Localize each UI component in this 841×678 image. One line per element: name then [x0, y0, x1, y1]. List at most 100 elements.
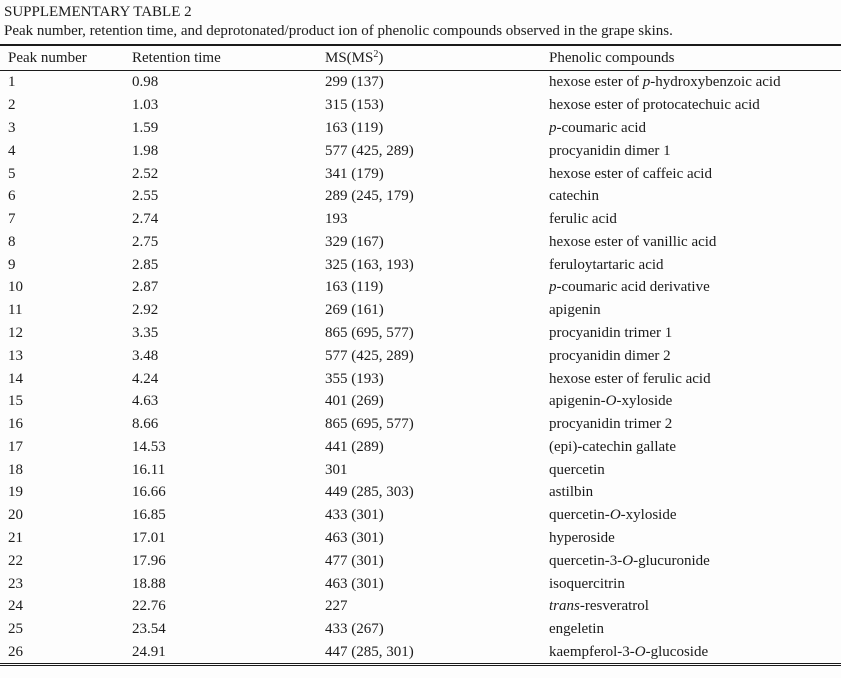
table-row: 19 16.66 449 (285, 303) astilbin	[0, 481, 841, 504]
cell-ms: 441 (289)	[325, 438, 384, 455]
cell-peak-number: 22	[8, 552, 23, 569]
cell-ms: 227	[325, 598, 348, 615]
cell-phenolic-compound: ferulic acid	[549, 211, 617, 228]
table-row: 6 2.55 289 (245, 179) catechin	[0, 185, 841, 208]
table-row: 14 4.24 355 (193) hexose ester of ferulic a…	[0, 367, 841, 390]
cell-peak-number: 2	[8, 97, 16, 114]
cell-retention-time: 2.85	[132, 256, 159, 273]
cell-retention-time: 1.59	[132, 119, 159, 136]
cell-retention-time: 2.55	[132, 188, 159, 205]
cell-phenolic-compound: hexose ester of p-hydroxybenzoic acid	[549, 74, 781, 91]
cell-ms: 163 (119)	[325, 279, 384, 296]
cell-phenolic-compound: procyanidin trimer 2	[549, 416, 673, 433]
cell-peak-number: 9	[8, 256, 16, 273]
cell-ms: 447 (285, 301)	[325, 643, 414, 660]
table-title: SUPPLEMENTARY TABLE 2	[4, 4, 192, 20]
cell-retention-time: 2.92	[132, 302, 159, 319]
cell-peak-number: 8	[8, 233, 16, 250]
cell-ms: 299 (137)	[325, 74, 384, 91]
cell-phenolic-compound: procyanidin dimer 1	[549, 142, 671, 159]
cell-phenolic-compound: hexose ester of caffeic acid	[549, 165, 712, 182]
cell-ms: 577 (425, 289)	[325, 142, 414, 159]
cell-retention-time: 0.98	[132, 74, 159, 91]
cell-ms: 301	[325, 461, 348, 478]
table-row: 1 0.98 299 (137) hexose ester of p-hydroxyb…	[0, 71, 841, 94]
cell-peak-number: 7	[8, 211, 16, 228]
cell-ms: 269 (161)	[325, 302, 384, 319]
cell-phenolic-compound: procyanidin dimer 2	[549, 347, 671, 364]
cell-ms: 401 (269)	[325, 393, 384, 410]
table-row: 24 22.76 227 trans-resveratrol	[0, 595, 841, 618]
cell-phenolic-compound: p-coumaric acid	[549, 119, 647, 136]
cell-peak-number: 26	[8, 643, 23, 660]
cell-peak-number: 25	[8, 621, 23, 638]
cell-retention-time: 16.11	[132, 461, 166, 478]
table-row: 22 17.96 477 (301) quercetin-3-O-glucuronid…	[0, 549, 841, 572]
cell-peak-number: 24	[8, 598, 23, 615]
cell-phenolic-compound: hexose ester of vanillic acid	[549, 233, 717, 250]
cell-retention-time: 16.66	[132, 484, 166, 501]
table-row: 11 2.92 269 (161) apigenin	[0, 299, 841, 322]
cell-retention-time: 3.35	[132, 324, 159, 341]
cell-peak-number: 5	[8, 165, 16, 182]
cell-phenolic-compound: astilbin	[549, 484, 594, 501]
cell-ms: 865 (695, 577)	[325, 416, 414, 433]
table-row: 8 2.75 329 (167) hexose ester of vanillic a…	[0, 230, 841, 253]
table-row: 16 8.66 865 (695, 577) procyanidin trimer 2	[0, 413, 841, 436]
cell-retention-time: 17.01	[132, 530, 166, 547]
cell-retention-time: 23.54	[132, 621, 166, 638]
cell-retention-time: 22.76	[132, 598, 166, 615]
cell-ms: 325 (163, 193)	[325, 256, 414, 273]
cell-retention-time: 4.24	[132, 370, 159, 387]
cell-retention-time: 2.75	[132, 233, 159, 250]
cell-ms: 341 (179)	[325, 165, 384, 182]
cell-ms: 477 (301)	[325, 552, 384, 569]
cell-retention-time: 1.03	[132, 97, 159, 114]
cell-peak-number: 12	[8, 324, 23, 341]
header-retention-time: Retention time	[132, 45, 325, 71]
table-row: 17 14.53 441 (289) (epi)-catechin gallate	[0, 436, 841, 459]
cell-phenolic-compound: engeletin	[549, 621, 604, 638]
cell-phenolic-compound: catechin	[549, 188, 599, 205]
cell-phenolic-compound: trans-resveratrol	[549, 598, 649, 615]
cell-peak-number: 6	[8, 188, 16, 205]
table-row: 26 24.91 447 (285, 301) kaempferol-3-O-gluc…	[0, 641, 841, 665]
cell-peak-number: 19	[8, 484, 23, 501]
cell-ms: 865 (695, 577)	[325, 324, 414, 341]
cell-ms: 315 (153)	[325, 97, 384, 114]
cell-ms: 433 (267)	[325, 621, 384, 638]
cell-retention-time: 4.63	[132, 393, 159, 410]
cell-phenolic-compound: (epi)-catechin gallate	[549, 438, 677, 455]
table-row: 7 2.74 193 ferulic acid	[0, 208, 841, 231]
header-peak-number: Peak number	[0, 45, 132, 71]
table-row: 18 16.11 301 quercetin	[0, 458, 841, 481]
cell-peak-number: 23	[8, 575, 23, 592]
cell-peak-number: 3	[8, 119, 16, 136]
cell-retention-time: 14.53	[132, 438, 166, 455]
cell-phenolic-compound: hyperoside	[549, 530, 615, 547]
ms-header-superscript: 2	[373, 49, 379, 60]
cell-ms: 193	[325, 211, 348, 228]
table-row: 13 3.48 577 (425, 289) procyanidin dimer 2	[0, 344, 841, 367]
ms-header-prefix: MS(MS	[325, 50, 374, 66]
phenolic-compounds-table: Peak number Retention time MS(MS2) Pheno…	[0, 44, 841, 667]
table-row: 12 3.35 865 (695, 577) procyanidin trimer 1	[0, 322, 841, 345]
cell-ms: 449 (285, 303)	[325, 484, 414, 501]
cell-phenolic-compound: quercetin-3-O-glucuronide	[549, 552, 710, 569]
cell-phenolic-compound: apigenin	[549, 302, 601, 319]
cell-retention-time: 24.91	[132, 643, 166, 660]
ms-header-suffix: )	[378, 50, 384, 66]
cell-peak-number: 21	[8, 530, 23, 547]
table-row: 15 4.63 401 (269) apigenin-O-xyloside	[0, 390, 841, 413]
cell-peak-number: 16	[8, 416, 23, 433]
cell-ms: 577 (425, 289)	[325, 347, 414, 364]
header-phenolic-compounds: Phenolic compounds	[549, 45, 841, 71]
cell-peak-number: 14	[8, 370, 23, 387]
table-body: 1 0.98 299 (137) hexose ester of p-hydroxyb…	[0, 71, 841, 665]
cell-phenolic-compound: quercetin-O-xyloside	[549, 507, 677, 524]
cell-phenolic-compound: apigenin-O-xyloside	[549, 393, 673, 410]
cell-peak-number: 13	[8, 347, 23, 364]
cell-phenolic-compound: procyanidin trimer 1	[549, 324, 673, 341]
cell-phenolic-compound: kaempferol-3-O-glucoside	[549, 643, 709, 660]
cell-ms: 355 (193)	[325, 370, 384, 387]
